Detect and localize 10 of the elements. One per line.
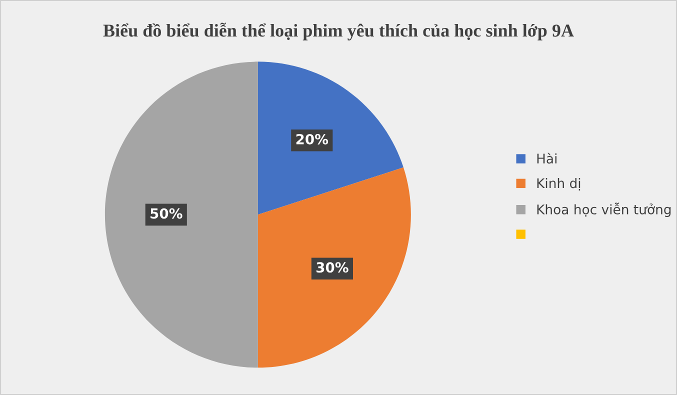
legend-label: Kinh dị [537,178,580,190]
data-label: 20% [296,134,328,144]
pie-slice [104,62,258,368]
chart-title: Biểu đồ biểu diễn thể loại phim yêu thích của học sinh lớp 9A [103,22,574,40]
pie-slice [258,167,411,368]
data-label: 30% [316,262,348,273]
legend-label: Hài [537,152,556,164]
legend-label: Khoa học viễn tưởng [537,202,671,217]
data-label: 50% [150,208,182,219]
pie-slice [258,62,404,215]
